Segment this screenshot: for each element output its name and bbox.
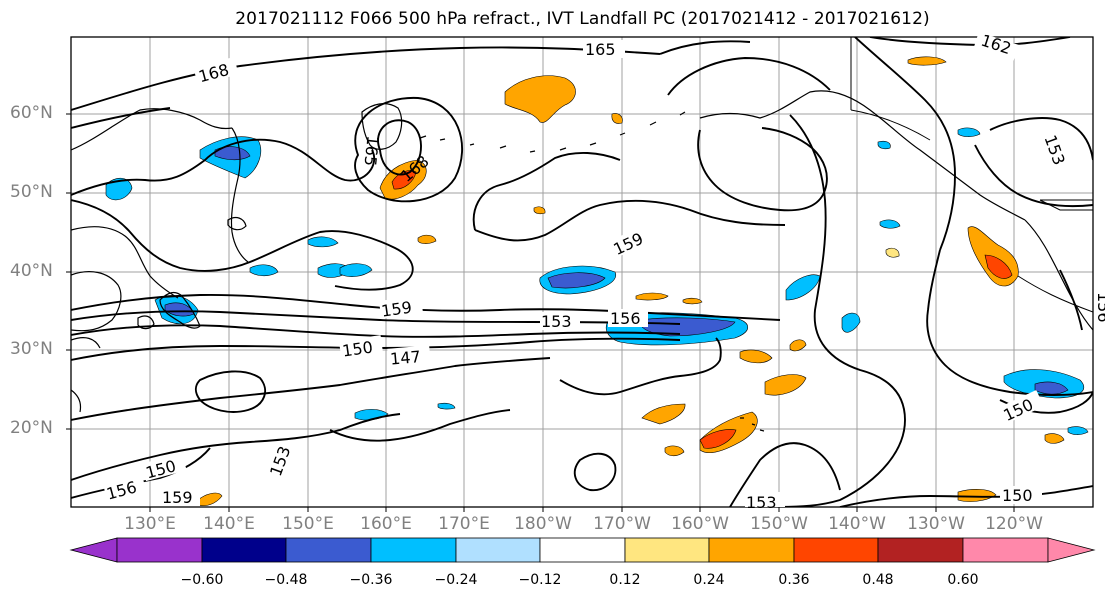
colorbar-tick-label: 0.48 (862, 572, 894, 588)
lon-label: 160°W (671, 514, 729, 534)
blob-small-3 (533, 206, 546, 215)
colorbar-bin (793, 537, 879, 563)
blob-hawaii-east-core (699, 429, 737, 449)
lon-label: 140°E (203, 514, 255, 534)
colorbar-tick-label: −0.60 (180, 572, 224, 588)
colorbar-tick-label: −0.24 (434, 572, 478, 588)
blob-nw-pacific-3 (307, 236, 339, 248)
colorbar-tick-label: −0.36 (349, 572, 393, 588)
colorbar-bin (455, 537, 541, 563)
contour-label: 156 (1094, 292, 1105, 323)
lat-label: 30°N (10, 339, 53, 359)
contour-label: 150 (341, 337, 374, 360)
lat-label: 40°N (10, 261, 53, 281)
lon-label: 160°E (360, 514, 412, 534)
contour-label: 150 (1002, 486, 1033, 505)
positive-ivt-regions (197, 56, 1065, 507)
contour-labels: 165 162 168 165 168 159 153 159 153 156 … (103, 31, 1105, 512)
blob-south-small (437, 402, 456, 410)
blob-sea-okhotsk-core (214, 146, 251, 161)
blob-gulf-alaska-north (504, 75, 576, 123)
contour-label: 153 (746, 493, 777, 512)
blob-hawaii-west (641, 403, 686, 425)
blob-central-pacific-1 (635, 292, 669, 301)
lon-label: 130°W (907, 514, 965, 534)
blob-nc-small (879, 219, 901, 229)
lon-label: 140°W (828, 514, 886, 534)
blob-east-subtropic-core (1034, 381, 1069, 395)
colorbar-extend-high (1047, 537, 1096, 563)
blob-nw-small (1067, 426, 1089, 435)
colorbar-bin (201, 537, 287, 563)
lon-label: 170°E (438, 514, 490, 534)
contour-label: 165 (360, 135, 382, 167)
colorbar-bin (708, 537, 795, 563)
lat-label: 60°N (10, 103, 53, 123)
colorbar-bin (370, 537, 457, 563)
blob-small-1 (417, 234, 437, 244)
contour-label: 156 (610, 309, 641, 328)
blob-small-6 (885, 247, 900, 258)
lon-label: 170°W (593, 514, 651, 534)
colorbar-tick-label: 0.12 (609, 572, 641, 588)
blob-bc-coast (907, 56, 947, 66)
colorbar (69, 537, 1096, 563)
contour-label: 147 (389, 347, 421, 369)
lon-label: 130°E (124, 514, 176, 534)
colorbar-tick-label: 0.60 (947, 572, 979, 588)
lon-label: 150°W (750, 514, 808, 534)
blob-small-4 (664, 445, 685, 457)
blob-central-pacific-2 (682, 297, 703, 305)
blob-kuril (105, 177, 133, 201)
lat-label: 50°N (10, 182, 53, 202)
blob-sub-2 (764, 374, 807, 396)
blob-north-pacific-mid-core (547, 272, 606, 289)
contour-label: 159 (162, 488, 193, 507)
blob-nw-pacific-2 (339, 263, 373, 277)
lon-label: 150°E (282, 514, 334, 534)
contour-label: 165 (585, 40, 616, 59)
colorbar-bin (285, 537, 372, 563)
blob-nw-pacific-4 (249, 264, 279, 277)
colorbar-extend-low (69, 537, 118, 563)
blob-gulf-small (877, 140, 891, 150)
blob-sub-1 (739, 349, 773, 364)
contour-label: 159 (380, 298, 413, 321)
map-title: 2017021112 F066 500 hPa refract., IVT La… (235, 9, 930, 29)
blob-california-core (984, 254, 1013, 279)
colorbar-bin (624, 537, 710, 563)
colorbar-bin (539, 537, 626, 563)
colorbar-bin (962, 537, 1049, 563)
lon-label: 120°W (985, 514, 1043, 534)
blob-small-2 (1044, 433, 1065, 444)
colorbar-bin (116, 537, 203, 563)
contour-label: 153 (541, 312, 572, 331)
blob-sub-3 (789, 339, 807, 352)
lat-label: 20°N (10, 418, 53, 438)
blob-equatorial-core (639, 317, 736, 337)
lon-label: 180°W (514, 514, 572, 534)
colorbar-bin (877, 537, 964, 563)
blob-south-east (957, 489, 997, 502)
political-boundaries (850, 37, 1093, 313)
blob-small-5 (611, 113, 623, 124)
colorbar-tick-label: 0.24 (693, 572, 725, 588)
colorbar-tick-label: −0.12 (518, 572, 562, 588)
colorbar-tick-label: −0.48 (264, 572, 308, 588)
blob-south-west (197, 492, 223, 507)
blob-central-2 (841, 312, 861, 333)
blob-gulf-small-2 (957, 127, 981, 137)
colorbar-tick-label: 0.36 (778, 572, 810, 588)
axis-ticks (66, 113, 1015, 512)
